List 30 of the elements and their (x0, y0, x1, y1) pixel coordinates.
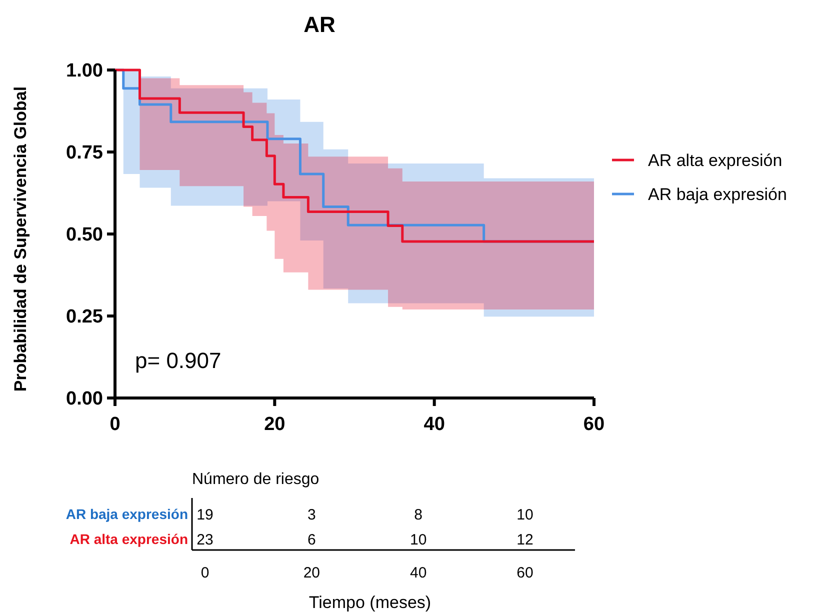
x-tick-label: 0 (110, 414, 120, 435)
legend-label: AR baja expresión (648, 184, 787, 204)
data-label: 23 (196, 531, 214, 548)
data-label: 8 (414, 506, 423, 524)
y-axis-title: Probabilidad de Supervivencia Global (11, 86, 30, 392)
y-tick-label: AR alta expresión (70, 530, 188, 547)
y-tick-label: 0.25 (66, 306, 104, 328)
chart-title: AR (304, 12, 336, 37)
y-tick-label: 0.00 (66, 388, 103, 410)
y-tick-label: 1.00 (66, 60, 103, 82)
x-tick-label: 40 (424, 414, 445, 435)
data-label: 6 (307, 531, 316, 548)
y-tick-label: 0.50 (66, 224, 103, 246)
data-label: 3 (307, 506, 316, 524)
data-label: 10 (410, 531, 427, 548)
x-tick-label: 0 (200, 564, 210, 582)
x-tick-label: 60 (516, 564, 534, 582)
chart-title: Número de riesgo (192, 471, 320, 488)
data-label: 12 (516, 531, 534, 548)
data-label: 10 (516, 506, 534, 524)
annotation: p= 0.907 (135, 348, 222, 373)
x-axis-title: Tiempo (meses) (308, 593, 432, 612)
data-label: 19 (196, 506, 214, 524)
y-tick-label: 0.75 (66, 142, 104, 164)
x-tick-label: 20 (264, 414, 286, 435)
y-tick-label: AR baja expresión (66, 506, 188, 522)
x-tick-label: 40 (410, 564, 427, 582)
legend-label: AR alta expresión (648, 150, 782, 170)
x-tick-label: 20 (303, 564, 320, 582)
x-tick-label: 60 (583, 414, 605, 435)
